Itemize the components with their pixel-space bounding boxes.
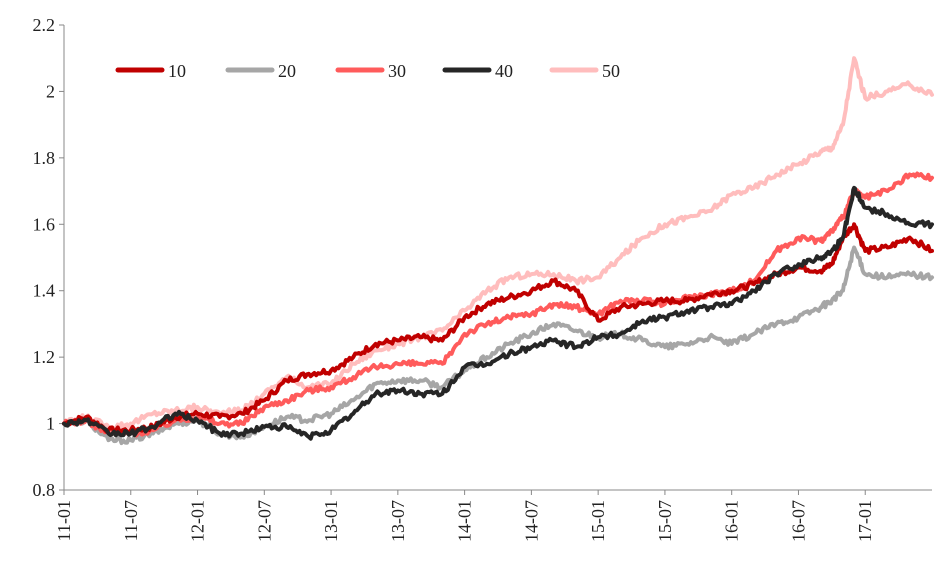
x-tick-label: 12-07: [254, 500, 274, 542]
x-tick-label: 17-01: [855, 500, 875, 542]
y-tick-label: 1.2: [33, 347, 56, 367]
legend-label-40: 40: [495, 61, 513, 81]
x-tick-label: 11-01: [54, 500, 74, 541]
series-line-30: [62, 171, 934, 438]
x-tick-label: 16-01: [722, 500, 742, 542]
legend-label-30: 30: [388, 61, 406, 81]
y-tick-label: 1.8: [33, 148, 56, 168]
legend-label-20: 20: [278, 61, 296, 81]
y-tick-label: 1.4: [33, 281, 56, 301]
x-tick-label: 16-07: [788, 500, 808, 542]
series-line-50: [62, 56, 934, 432]
legend: 10 20 30 40 50: [115, 61, 620, 81]
x-tick-label: 14-07: [521, 500, 541, 542]
x-tick-label: 11-07: [121, 500, 141, 541]
x-tick-label: 13-01: [321, 500, 341, 542]
y-tick-label: 2: [46, 81, 55, 101]
y-tick-label: 1: [46, 414, 55, 434]
series-line-40: [62, 185, 934, 441]
legend-label-50: 50: [602, 61, 620, 81]
y-tick-label: 2.2: [33, 15, 56, 35]
y-tick-label: 0.8: [33, 480, 56, 500]
x-tick-label: 15-07: [655, 500, 675, 542]
legend-label-10: 10: [168, 61, 186, 81]
x-tick-label: 15-01: [588, 500, 608, 542]
x-tick-label: 14-01: [455, 500, 475, 542]
x-tick-label: 12-01: [188, 500, 208, 542]
x-tick-label: 13-07: [388, 500, 408, 542]
series-line-10: [62, 222, 934, 435]
y-tick-label: 1.6: [33, 214, 56, 234]
axes: 0.8 1 1.2 1.4 1.6 1.8 2 2.2 11-01 11-07 12-01 12-07…: [33, 15, 932, 542]
series-layer: [62, 56, 934, 446]
